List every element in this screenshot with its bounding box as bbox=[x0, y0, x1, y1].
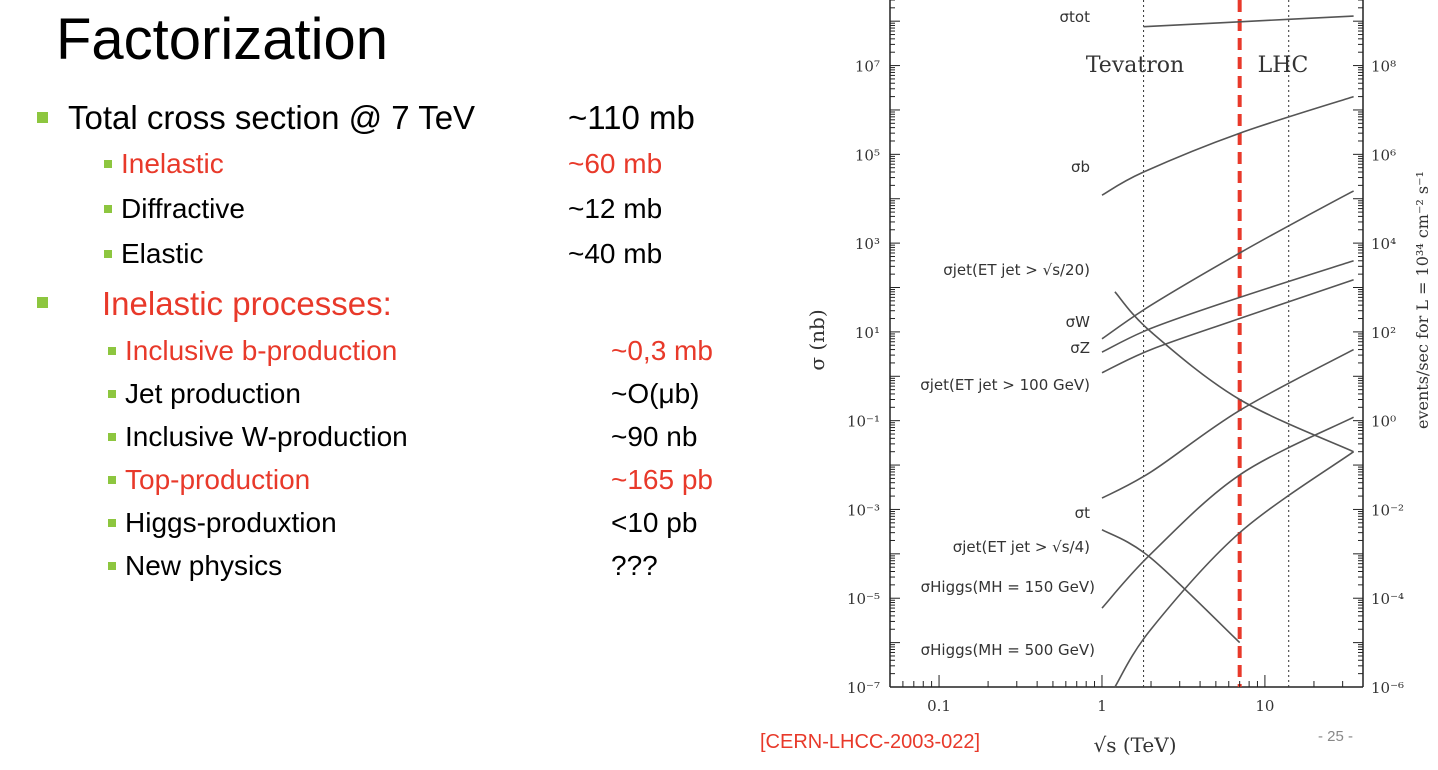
slide-title: Factorization bbox=[56, 7, 389, 72]
list-item-value: ~12 mb bbox=[568, 193, 663, 224]
bullet-icon bbox=[108, 519, 116, 527]
y-left-axis-title: σ (nb) bbox=[805, 309, 829, 370]
series-line-4 bbox=[1101, 278, 1354, 374]
list-item-value: ~165 pb bbox=[611, 464, 713, 495]
x-tick-label: 10 bbox=[1255, 697, 1274, 715]
series-label: σjet(ET jet > √s/4) bbox=[953, 538, 1090, 556]
bullet-icon bbox=[104, 250, 112, 258]
bullet-icon bbox=[108, 562, 116, 570]
list-item-label: Elastic bbox=[121, 238, 204, 269]
y-right-tick-label: 10⁻⁴ bbox=[1371, 590, 1404, 608]
list-item-label: Jet production bbox=[125, 378, 301, 409]
y-left-tick-label: 10⁻⁷ bbox=[847, 679, 880, 697]
section-heading: Inelastic processes: bbox=[102, 285, 392, 322]
list-item-label: Top-production bbox=[125, 464, 311, 495]
bullet-icon bbox=[108, 390, 116, 398]
bullet-icon bbox=[104, 205, 112, 213]
series-line-6 bbox=[1101, 348, 1354, 499]
y-right-tick-label: 10² bbox=[1371, 324, 1396, 342]
series-label: σHiggs(MH = 500 GeV) bbox=[921, 641, 1095, 659]
y-left-tick-label: 10⁻³ bbox=[847, 501, 880, 519]
series-line-2 bbox=[1101, 190, 1354, 340]
y-left-tick-label: 10⁻¹ bbox=[847, 413, 880, 431]
series-label: σZ bbox=[1070, 339, 1090, 357]
y-left-tick-label: 10⁻⁵ bbox=[847, 590, 880, 608]
list-item-label: New physics bbox=[125, 550, 283, 581]
series-label: σtot bbox=[1060, 8, 1091, 26]
y-right-tick-label: 10⁻² bbox=[1371, 501, 1404, 519]
y-right-tick-label: 10⁴ bbox=[1371, 235, 1396, 253]
x-tick-label: 1 bbox=[1097, 697, 1107, 715]
y-right-tick-label: 10⁸ bbox=[1371, 58, 1396, 76]
list-item-value: ~0,3 mb bbox=[611, 335, 713, 366]
list-item-value: ??? bbox=[611, 550, 658, 581]
list-item-value: <10 pb bbox=[611, 507, 698, 538]
bullet-icon bbox=[104, 160, 112, 168]
page-number: - 25 - bbox=[1318, 728, 1354, 745]
list-item-label: Inclusive b-production bbox=[125, 335, 398, 366]
list-item-value: ~60 mb bbox=[568, 148, 663, 179]
total-cross-section-label: Total cross section @ 7 TeV bbox=[68, 99, 476, 136]
y-right-tick-label: 10⁰ bbox=[1371, 413, 1396, 431]
series-line-1 bbox=[1101, 95, 1354, 196]
bullet-icon bbox=[108, 476, 116, 484]
list-item-label: Higgs-produxtion bbox=[125, 507, 337, 538]
y-right-tick-label: 10⁻⁶ bbox=[1371, 679, 1404, 697]
bullet-icon bbox=[108, 433, 116, 441]
y-right-tick-label: 10⁶ bbox=[1371, 146, 1396, 164]
series-line-5 bbox=[1114, 291, 1354, 453]
source-citation: [CERN-LHCC-2003-022] bbox=[760, 731, 981, 753]
series-line-3 bbox=[1101, 260, 1354, 353]
series-line-9 bbox=[1114, 451, 1355, 688]
x-axis-title: √s (TeV) bbox=[1093, 733, 1176, 757]
tevatron-label: Tevatron bbox=[1086, 53, 1184, 78]
bullet-icon bbox=[37, 112, 48, 123]
list-item-value: ~90 nb bbox=[611, 421, 698, 452]
list-item-label: Diffractive bbox=[121, 193, 245, 224]
y-left-tick-label: 10⁷ bbox=[855, 58, 880, 76]
bullet-icon bbox=[108, 347, 116, 355]
list-item-label: Inclusive W-production bbox=[125, 421, 408, 452]
list-item-label: Inelastic bbox=[121, 148, 224, 179]
series-line-0 bbox=[1143, 15, 1354, 28]
x-tick-label: 0.1 bbox=[927, 697, 951, 715]
series-line-7 bbox=[1101, 529, 1241, 644]
series-line-8 bbox=[1101, 416, 1354, 609]
total-cross-section-value: ~110 mb bbox=[568, 99, 695, 136]
y-left-tick-label: 10⁵ bbox=[855, 146, 880, 164]
cross-section-chart: 10⁷ 10⁵ 10³ 10¹ 10⁻¹ 10⁻³ 10⁻⁵ 10⁻⁷ 10⁸ 10⁶ 10⁴ 10²… bbox=[805, 0, 1432, 757]
y-right-axis-title: events/sec for L = 10³⁴ cm⁻² s⁻¹ bbox=[1413, 171, 1432, 429]
y-left-tick-label: 10³ bbox=[855, 235, 880, 253]
series-label: σb bbox=[1071, 158, 1090, 176]
series-label: σt bbox=[1075, 504, 1091, 522]
series-label: σW bbox=[1066, 313, 1091, 331]
bullet-icon bbox=[37, 297, 48, 308]
series-label: σjet(ET jet > 100 GeV) bbox=[920, 376, 1090, 394]
series-label: σjet(ET jet > √s/20) bbox=[943, 261, 1090, 279]
list-item-value: ~O(μb) bbox=[611, 378, 700, 409]
series-label: σHiggs(MH = 150 GeV) bbox=[921, 578, 1095, 596]
lhc-label: LHC bbox=[1258, 53, 1309, 78]
list-item-value: ~40 mb bbox=[568, 238, 663, 269]
y-left-tick-label: 10¹ bbox=[855, 324, 880, 342]
